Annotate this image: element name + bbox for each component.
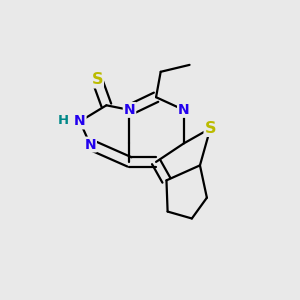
Text: S: S bbox=[92, 72, 103, 87]
Text: S: S bbox=[205, 121, 216, 136]
Text: N: N bbox=[74, 115, 85, 128]
Text: H: H bbox=[58, 114, 69, 127]
Text: N: N bbox=[178, 103, 190, 117]
Text: N: N bbox=[84, 138, 96, 152]
Text: N: N bbox=[124, 103, 135, 117]
